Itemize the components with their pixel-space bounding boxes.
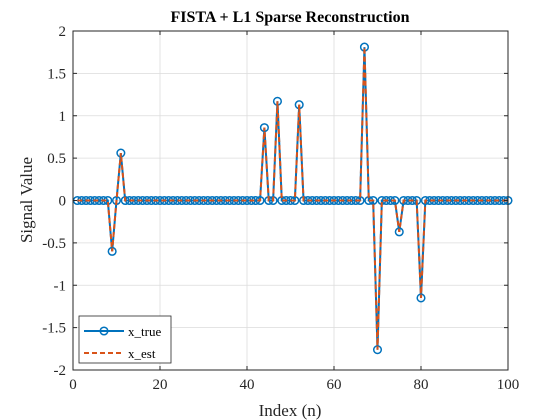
data-point-x-true — [198, 195, 209, 206]
data-point-x-true — [416, 293, 426, 303]
x-tick-label: 100 — [497, 377, 520, 393]
x-tick-label: 80 — [414, 377, 429, 393]
data-point-x-true — [98, 195, 108, 206]
data-point-x-true — [381, 195, 391, 206]
y-tick-label: -0.5 — [42, 236, 66, 252]
data-point-x-true — [312, 195, 322, 206]
y-axis-label: Signal Value — [17, 157, 36, 243]
data-point-x-true — [238, 195, 248, 206]
y-tick-label: 1 — [59, 109, 67, 125]
legend-box — [78, 315, 172, 364]
data-point-x-true — [459, 195, 470, 206]
data-point-x-true — [207, 195, 217, 206]
chart-title: FISTA + L1 Sparse Reconstruction — [170, 9, 409, 26]
data-point-x-true — [142, 195, 152, 206]
data-point-x-true — [372, 345, 383, 355]
y-tick-label: -2 — [54, 363, 67, 379]
legend-label-x-est: x_est — [128, 346, 156, 361]
data-point-x-true — [407, 195, 417, 206]
y-tick-label: -1 — [54, 278, 67, 294]
data-point-x-true — [190, 195, 200, 206]
data-point-x-true — [420, 195, 430, 206]
data-point-x-true — [216, 195, 226, 206]
data-point-x-true — [468, 195, 478, 206]
data-point-x-true — [451, 195, 461, 206]
data-point-x-true — [320, 195, 330, 206]
x-tick-label: 20 — [153, 377, 168, 393]
data-point-x-true — [338, 195, 348, 206]
legend: x_true x_est — [78, 315, 172, 364]
legend-label-x-true: x_true — [128, 324, 161, 339]
x-tick-label: 60 — [327, 377, 342, 393]
y-tick-label: 1.5 — [47, 66, 66, 82]
data-point-x-true — [151, 195, 161, 206]
x-tick-label: 0 — [69, 377, 77, 393]
axis-ticks: 0 20 40 60 80 100 -2 -1.5 -1 -0.5 0 0.5 1 1.5 2 — [42, 24, 519, 393]
y-tick-label: -1.5 — [42, 321, 66, 337]
data-point-x-true — [168, 195, 178, 206]
data-point-x-true — [246, 195, 256, 206]
x-axis-label: Index (n) — [259, 401, 322, 420]
plot-series — [72, 42, 513, 355]
data-point-x-true — [90, 195, 100, 206]
data-point-x-true — [394, 227, 404, 237]
legend-marker-x-true — [99, 326, 109, 336]
data-point-x-true — [329, 195, 339, 206]
data-point-x-true — [390, 195, 400, 206]
y-tick-label: 0.5 — [47, 151, 66, 167]
data-point-x-true — [255, 195, 265, 206]
data-point-x-true — [477, 195, 487, 206]
series-line-x-est — [77, 47, 508, 350]
data-point-x-true — [107, 246, 117, 256]
data-point-x-true — [399, 195, 409, 206]
x-tick-label: 40 — [240, 377, 255, 393]
y-tick-label: 0 — [59, 194, 67, 210]
data-point-x-true — [159, 195, 169, 206]
y-tick-label: 2 — [59, 24, 67, 40]
data-point-x-true — [259, 123, 269, 133]
